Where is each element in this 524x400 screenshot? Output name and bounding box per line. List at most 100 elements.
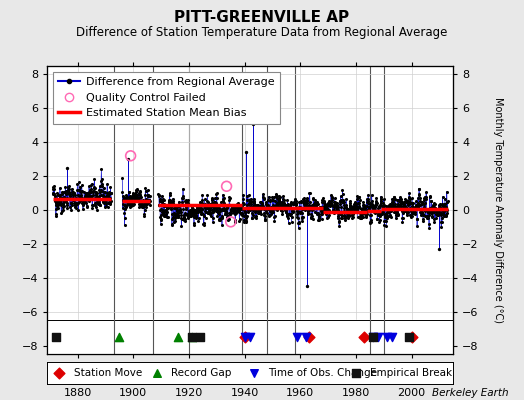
Point xyxy=(397,196,405,202)
Point xyxy=(388,201,397,208)
Point xyxy=(176,202,184,208)
Point xyxy=(70,197,78,203)
Point xyxy=(316,205,324,211)
Point xyxy=(144,193,152,199)
Point xyxy=(381,214,389,220)
Point xyxy=(101,189,110,196)
Point xyxy=(102,200,110,206)
Point xyxy=(360,203,368,209)
Point xyxy=(86,189,94,195)
Point xyxy=(212,190,221,196)
Point xyxy=(402,198,411,204)
Point xyxy=(390,203,398,210)
Point xyxy=(385,212,394,219)
Point xyxy=(407,208,415,214)
Point xyxy=(414,192,423,198)
Point xyxy=(81,193,90,199)
Point xyxy=(103,192,111,198)
Point xyxy=(92,196,101,202)
Point xyxy=(76,198,84,204)
Point xyxy=(179,206,188,212)
Point xyxy=(222,183,231,190)
Point xyxy=(133,186,141,193)
Point xyxy=(334,213,342,219)
Point xyxy=(107,198,115,204)
Point xyxy=(443,198,451,205)
Point xyxy=(141,188,150,194)
Point xyxy=(374,208,383,215)
Point xyxy=(407,213,416,219)
Point xyxy=(171,205,180,211)
Point xyxy=(406,196,414,202)
Point xyxy=(237,210,245,216)
Point xyxy=(196,334,204,340)
Point xyxy=(50,183,58,189)
Point xyxy=(312,205,321,211)
Point xyxy=(265,212,273,218)
Point xyxy=(388,334,396,340)
Point xyxy=(339,190,347,197)
Point xyxy=(139,198,147,204)
Point xyxy=(296,204,304,210)
Point xyxy=(98,183,106,189)
Point xyxy=(69,192,78,198)
Point xyxy=(183,202,191,208)
Point xyxy=(424,213,432,219)
Point xyxy=(93,199,101,206)
Point xyxy=(69,189,77,196)
Point xyxy=(88,180,96,187)
Point xyxy=(402,198,410,205)
Point xyxy=(303,283,311,290)
Point xyxy=(330,202,339,208)
Point xyxy=(92,189,100,195)
Point xyxy=(436,204,444,211)
Point xyxy=(134,196,143,202)
Point xyxy=(74,187,83,194)
Point xyxy=(350,201,358,208)
Point xyxy=(311,204,319,210)
Point xyxy=(105,191,114,197)
Point xyxy=(413,204,422,210)
Point xyxy=(338,187,346,193)
Point xyxy=(104,196,112,202)
Point xyxy=(325,207,333,214)
Text: 1940: 1940 xyxy=(231,388,259,398)
Point xyxy=(419,218,427,225)
Point xyxy=(52,206,60,212)
Point xyxy=(368,334,377,340)
Point xyxy=(328,194,336,200)
Point xyxy=(227,202,236,208)
Point xyxy=(361,203,369,210)
Point xyxy=(324,202,332,209)
Point xyxy=(315,204,324,210)
Point xyxy=(79,200,88,206)
Point xyxy=(176,207,184,213)
Point xyxy=(80,196,89,202)
Point xyxy=(267,207,275,213)
Point xyxy=(183,215,192,221)
Point xyxy=(317,205,325,212)
Point xyxy=(223,204,232,210)
Point xyxy=(388,202,396,208)
Point xyxy=(435,202,443,208)
Point xyxy=(313,205,321,211)
Point xyxy=(359,199,368,205)
Point xyxy=(58,189,66,195)
Point xyxy=(275,198,283,204)
Point xyxy=(411,211,419,217)
Point xyxy=(376,202,385,208)
Point xyxy=(186,210,194,216)
Point xyxy=(198,206,206,212)
Point xyxy=(167,206,175,212)
Point xyxy=(432,214,440,221)
Point xyxy=(291,196,299,203)
Point xyxy=(101,204,109,210)
Point xyxy=(200,220,208,226)
Point xyxy=(84,196,92,203)
Point xyxy=(383,208,391,215)
Point xyxy=(334,204,343,210)
Point xyxy=(224,217,233,223)
Point xyxy=(328,195,336,202)
Point xyxy=(281,204,289,210)
Point xyxy=(52,212,60,219)
